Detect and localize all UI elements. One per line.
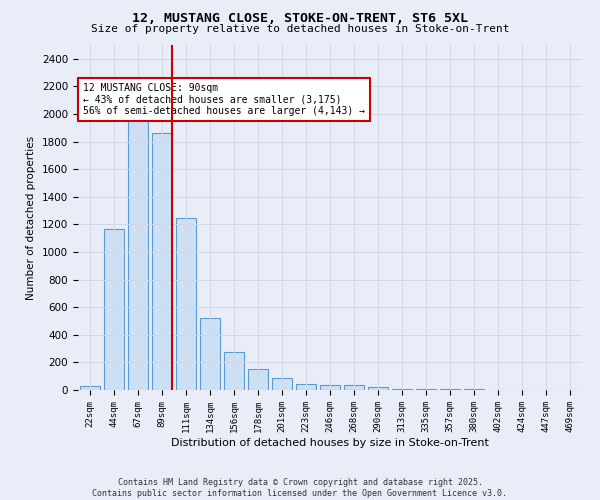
Text: Size of property relative to detached houses in Stoke-on-Trent: Size of property relative to detached ho… bbox=[91, 24, 509, 34]
Bar bbox=[104, 228, 124, 390]
Bar bbox=[224, 352, 244, 390]
Bar bbox=[128, 114, 148, 390]
Bar bbox=[320, 385, 340, 390]
Bar bbox=[296, 384, 316, 390]
Bar bbox=[344, 385, 364, 390]
Bar bbox=[80, 386, 100, 390]
Bar bbox=[248, 368, 268, 390]
Bar bbox=[152, 134, 172, 390]
X-axis label: Distribution of detached houses by size in Stoke-on-Trent: Distribution of detached houses by size … bbox=[171, 438, 489, 448]
Bar bbox=[392, 388, 412, 390]
Y-axis label: Number of detached properties: Number of detached properties bbox=[26, 136, 37, 300]
Bar bbox=[272, 378, 292, 390]
Bar bbox=[200, 318, 220, 390]
Text: 12, MUSTANG CLOSE, STOKE-ON-TRENT, ST6 5XL: 12, MUSTANG CLOSE, STOKE-ON-TRENT, ST6 5… bbox=[132, 12, 468, 26]
Text: 12 MUSTANG CLOSE: 90sqm
← 43% of detached houses are smaller (3,175)
56% of semi: 12 MUSTANG CLOSE: 90sqm ← 43% of detache… bbox=[83, 83, 365, 116]
Bar bbox=[368, 387, 388, 390]
Bar bbox=[176, 218, 196, 390]
Bar bbox=[416, 389, 436, 390]
Text: Contains HM Land Registry data © Crown copyright and database right 2025.
Contai: Contains HM Land Registry data © Crown c… bbox=[92, 478, 508, 498]
